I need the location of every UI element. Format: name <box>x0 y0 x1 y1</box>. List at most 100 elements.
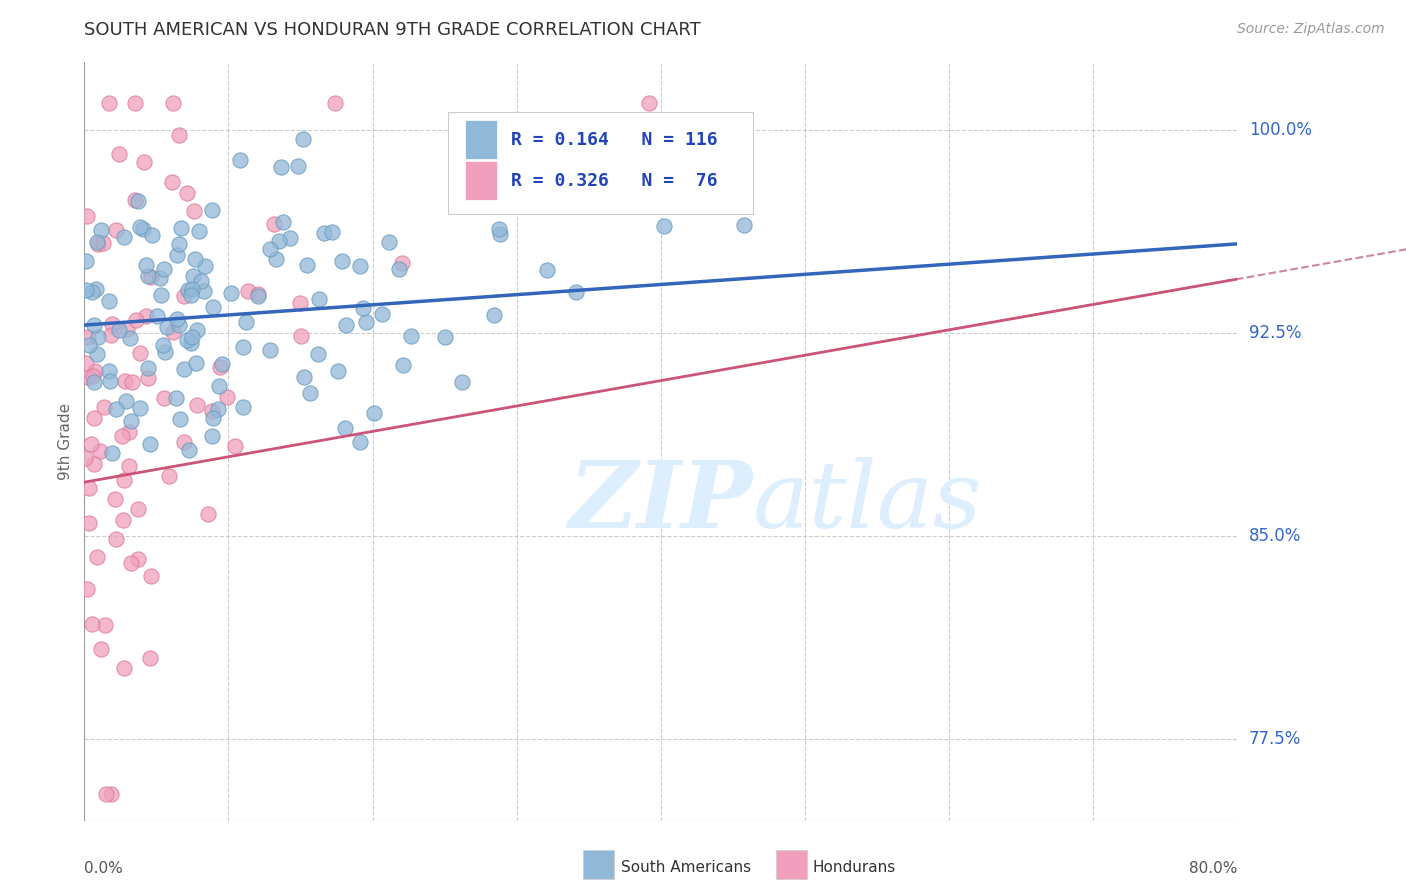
Point <box>139 569 162 583</box>
Point <box>107 323 129 337</box>
Point <box>104 491 127 506</box>
Point <box>98 96 121 111</box>
Point <box>565 285 588 299</box>
Point <box>153 344 176 359</box>
Text: 77.5%: 77.5% <box>1249 731 1301 748</box>
Point <box>201 404 224 418</box>
Text: 0.0%: 0.0% <box>84 862 124 876</box>
Text: Hondurans: Hondurans <box>813 860 896 874</box>
Point <box>108 146 131 161</box>
Point <box>100 328 122 343</box>
Point <box>292 370 315 384</box>
Point <box>352 301 374 315</box>
Point <box>112 661 135 675</box>
Point <box>208 379 231 393</box>
Point <box>307 347 329 361</box>
Point <box>349 435 371 450</box>
Point <box>169 412 191 426</box>
Point <box>149 288 172 302</box>
Point <box>536 263 558 277</box>
Point <box>120 414 142 428</box>
Point <box>134 155 156 169</box>
Point <box>575 178 598 193</box>
Point <box>98 293 121 308</box>
Point <box>98 374 121 388</box>
Point <box>127 502 149 516</box>
Point <box>489 227 512 241</box>
Point <box>181 329 204 343</box>
Point <box>259 242 281 256</box>
Point <box>127 552 149 566</box>
Point <box>160 175 183 189</box>
Point <box>135 309 157 323</box>
Point <box>271 215 294 229</box>
Point <box>129 401 152 415</box>
Point <box>183 269 205 284</box>
Point <box>80 617 103 632</box>
Point <box>153 391 176 405</box>
Text: ZIP: ZIP <box>568 458 752 547</box>
Point <box>80 285 103 299</box>
Point <box>83 457 105 471</box>
Point <box>90 641 112 656</box>
Point <box>170 221 193 235</box>
Point <box>162 96 184 111</box>
Point <box>290 295 312 310</box>
Text: South Americans: South Americans <box>621 860 752 874</box>
Point <box>215 390 238 404</box>
Point <box>86 347 108 361</box>
Point <box>84 282 107 296</box>
Point <box>363 406 385 420</box>
Text: Source: ZipAtlas.com: Source: ZipAtlas.com <box>1237 22 1385 37</box>
Point <box>129 219 152 234</box>
Point <box>118 425 141 440</box>
Point <box>173 361 195 376</box>
Point <box>207 401 229 416</box>
Point <box>93 400 115 414</box>
Text: SOUTH AMERICAN VS HONDURAN 9TH GRADE CORRELATION CHART: SOUTH AMERICAN VS HONDURAN 9TH GRADE COR… <box>84 21 702 38</box>
Point <box>75 355 97 369</box>
Point <box>86 235 108 249</box>
Point <box>186 398 208 412</box>
Point <box>136 361 159 376</box>
Text: R = 0.326   N =  76: R = 0.326 N = 76 <box>510 172 717 190</box>
Point <box>270 160 292 174</box>
Point <box>321 225 343 239</box>
Point <box>232 340 254 354</box>
Point <box>201 428 224 442</box>
Point <box>152 338 174 352</box>
Point <box>186 323 208 337</box>
Point <box>183 204 205 219</box>
Point <box>314 226 336 240</box>
Point <box>391 255 413 269</box>
Point <box>124 96 146 111</box>
Point <box>197 507 219 521</box>
Point <box>451 375 474 389</box>
Point <box>101 446 124 460</box>
Point <box>112 230 135 244</box>
Point <box>557 178 579 192</box>
Point <box>166 391 188 405</box>
Point <box>128 346 150 360</box>
Point <box>77 481 100 495</box>
Point <box>104 223 127 237</box>
Point <box>392 358 415 372</box>
Point <box>141 227 163 242</box>
Point <box>141 270 163 285</box>
Point <box>184 356 207 370</box>
Point <box>193 284 215 298</box>
Point <box>89 443 111 458</box>
Point <box>166 248 188 262</box>
Point <box>136 269 159 284</box>
Point <box>433 330 456 344</box>
Point <box>176 333 198 347</box>
Point <box>482 308 505 322</box>
Point <box>124 194 146 208</box>
Point <box>335 318 357 332</box>
Point <box>201 410 224 425</box>
Point <box>184 252 207 267</box>
Point <box>264 252 287 267</box>
Point <box>82 368 104 383</box>
Point <box>86 550 108 565</box>
Point <box>209 359 232 374</box>
